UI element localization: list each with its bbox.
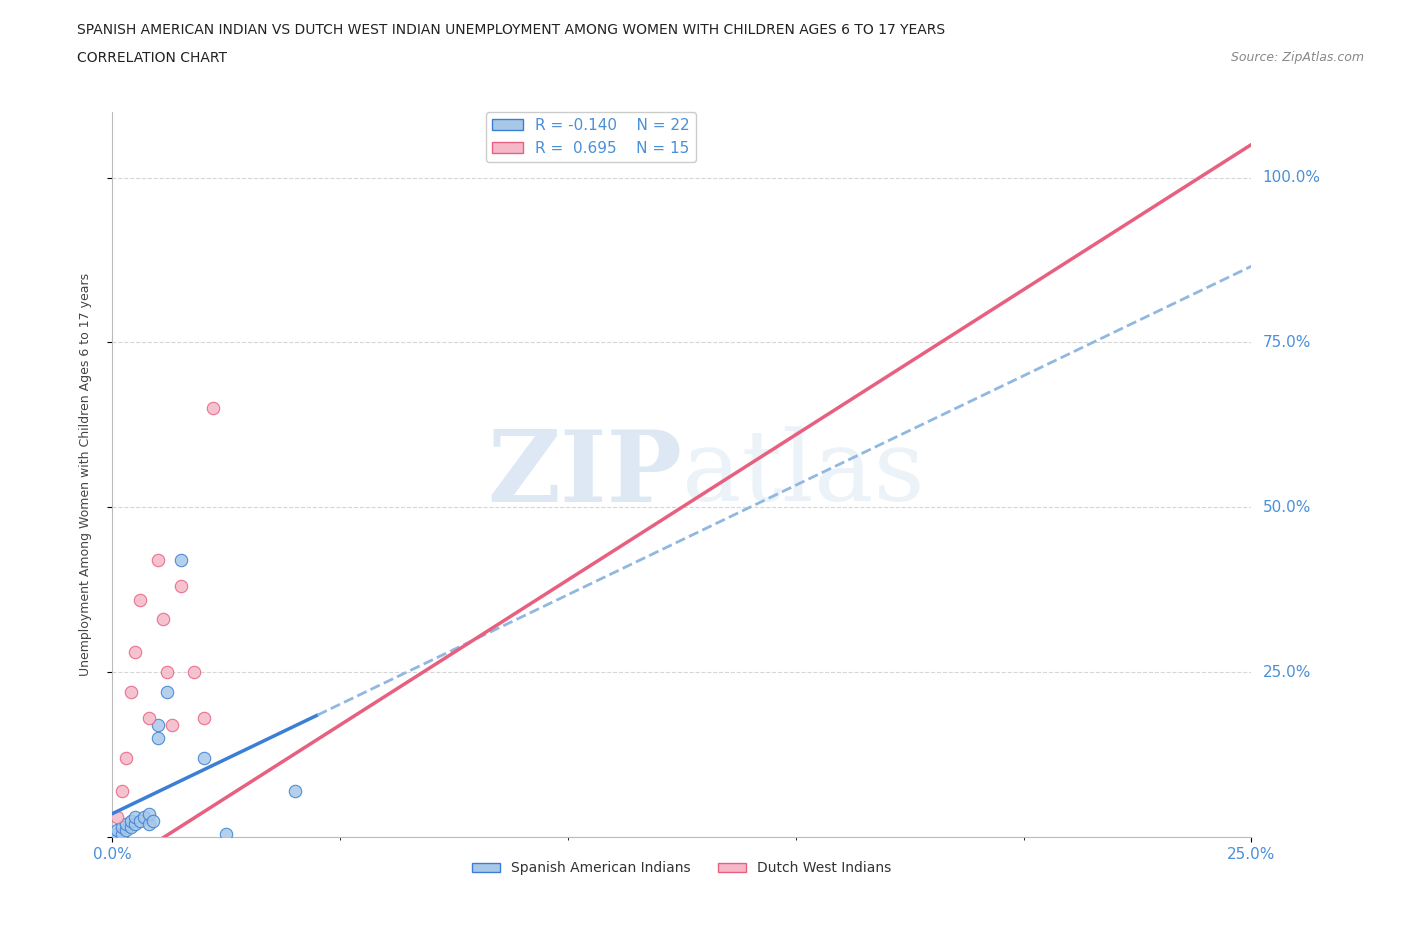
Point xyxy=(142,813,165,828)
Point xyxy=(193,751,215,765)
Legend: Spanish American Indians, Dutch West Indians: Spanish American Indians, Dutch West Ind… xyxy=(467,856,897,881)
Point xyxy=(128,813,150,828)
Point xyxy=(193,711,215,725)
Point xyxy=(115,751,138,765)
Point xyxy=(134,810,156,825)
Point xyxy=(138,817,160,831)
Point xyxy=(120,684,142,699)
Text: Source: ZipAtlas.com: Source: ZipAtlas.com xyxy=(1230,51,1364,64)
Point xyxy=(146,731,169,746)
Point xyxy=(120,819,142,834)
Point xyxy=(124,810,146,825)
Point xyxy=(105,823,128,838)
Point xyxy=(284,783,307,798)
Text: 100.0%: 100.0% xyxy=(1263,170,1320,185)
Text: atlas: atlas xyxy=(682,426,925,523)
Point xyxy=(215,826,238,841)
Point xyxy=(105,826,128,841)
Text: 50.0%: 50.0% xyxy=(1263,499,1310,515)
Point xyxy=(156,665,179,680)
Text: ZIP: ZIP xyxy=(486,426,682,523)
Point xyxy=(183,665,205,680)
Point xyxy=(124,817,146,831)
Text: 75.0%: 75.0% xyxy=(1263,335,1310,350)
Point xyxy=(115,823,138,838)
Point xyxy=(115,817,138,831)
Point xyxy=(110,826,132,841)
Point xyxy=(138,711,160,725)
Point xyxy=(152,612,174,627)
Point xyxy=(138,806,160,821)
Text: 25.0%: 25.0% xyxy=(1263,665,1310,680)
Point xyxy=(160,717,183,732)
Point xyxy=(170,552,193,567)
Y-axis label: Unemployment Among Women with Children Ages 6 to 17 years: Unemployment Among Women with Children A… xyxy=(79,272,91,676)
Text: SPANISH AMERICAN INDIAN VS DUTCH WEST INDIAN UNEMPLOYMENT AMONG WOMEN WITH CHILD: SPANISH AMERICAN INDIAN VS DUTCH WEST IN… xyxy=(77,23,945,37)
Point xyxy=(110,819,132,834)
Point xyxy=(146,552,169,567)
Point xyxy=(110,783,132,798)
Point xyxy=(120,813,142,828)
Text: CORRELATION CHART: CORRELATION CHART xyxy=(77,51,228,65)
Point xyxy=(156,684,179,699)
Point xyxy=(170,579,193,594)
Point xyxy=(146,717,169,732)
Point xyxy=(105,810,128,825)
Point xyxy=(124,644,146,659)
Point xyxy=(201,401,224,416)
Point xyxy=(128,592,150,607)
